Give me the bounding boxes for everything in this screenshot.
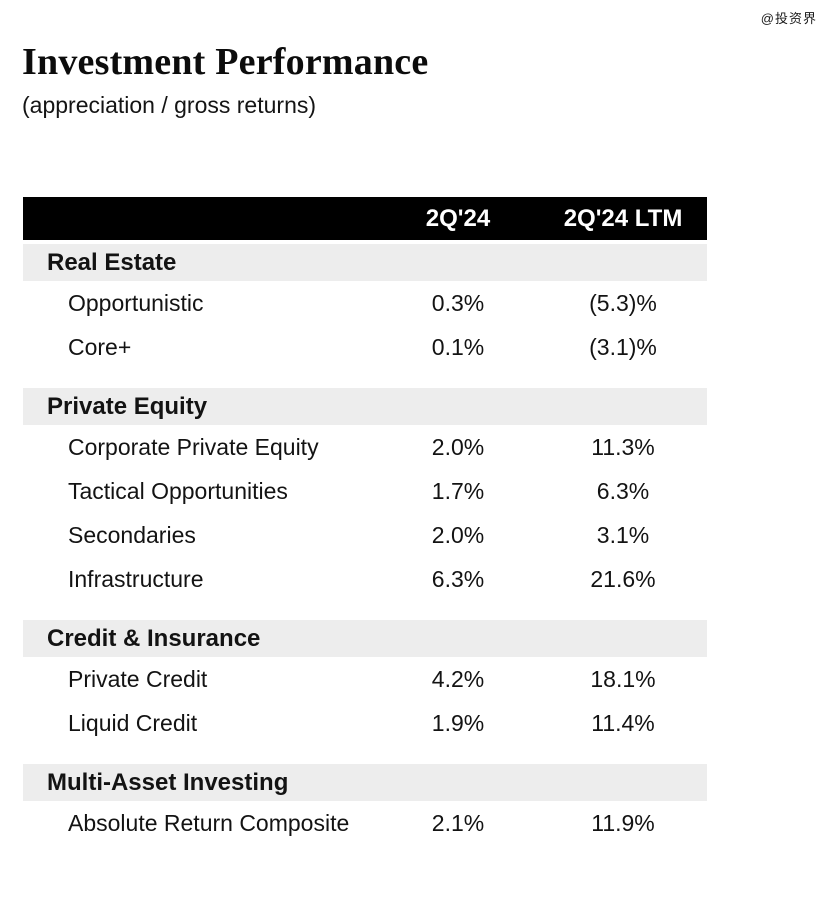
- section-header-real-estate: Real Estate: [23, 244, 707, 281]
- column-header-2q24-ltm: 2Q'24 LTM: [563, 204, 683, 232]
- table-row-secondaries: Secondaries 2.0% 3.1%: [23, 513, 707, 557]
- row-value-ltm: 11.9%: [591, 809, 655, 836]
- section-header-private-equity: Private Equity: [23, 388, 707, 425]
- table-row-corporate-private-equity: Corporate Private Equity 2.0% 11.3%: [23, 425, 707, 469]
- row-label: Corporate Private Equity: [68, 433, 319, 460]
- row-value-ltm: (3.1)%: [589, 333, 657, 360]
- watermark: @投资界: [760, 11, 817, 26]
- row-label: Infrastructure: [68, 565, 204, 592]
- section-label: Real Estate: [47, 248, 177, 276]
- page-title: Investment Performance: [22, 41, 429, 83]
- section-header-credit-insurance: Credit & Insurance: [23, 620, 707, 657]
- table-row-tactical-opportunities: Tactical Opportunities 1.7% 6.3%: [23, 469, 707, 513]
- row-value-ltm: 3.1%: [596, 521, 650, 548]
- row-value-2q24: 0.3%: [431, 289, 485, 316]
- table-row-private-credit: Private Credit 4.2% 18.1%: [23, 657, 707, 701]
- row-value-ltm: 11.4%: [591, 709, 655, 736]
- page-subtitle: (appreciation / gross returns): [22, 92, 317, 118]
- table-row-opportunistic: Opportunistic 0.3% (5.3)%: [23, 281, 707, 325]
- row-value-ltm: 11.3%: [591, 433, 655, 460]
- row-value-ltm: 6.3%: [596, 477, 650, 504]
- row-label: Liquid Credit: [68, 709, 198, 736]
- row-value-2q24: 1.9%: [431, 709, 485, 736]
- row-value-2q24: 2.1%: [431, 809, 485, 836]
- section-header-multi-asset-investing: Multi-Asset Investing: [23, 764, 707, 801]
- section-label: Credit & Insurance: [47, 624, 261, 652]
- row-label: Absolute Return Composite: [68, 809, 350, 836]
- row-value-2q24: 2.0%: [431, 433, 485, 460]
- row-value-ltm: 18.1%: [590, 665, 656, 692]
- row-value-2q24: 2.0%: [431, 521, 485, 548]
- row-value-2q24: 1.7%: [431, 477, 485, 504]
- table-row-absolute-return-composite: Absolute Return Composite 2.1% 11.9%: [23, 801, 707, 845]
- table-row-infrastructure: Infrastructure 6.3% 21.6%: [23, 557, 707, 601]
- table-row-liquid-credit: Liquid Credit 1.9% 11.4%: [23, 701, 707, 745]
- section-label: Private Equity: [47, 392, 208, 420]
- table-header-row: 2Q'24 2Q'24 LTM: [23, 197, 707, 240]
- row-label: Secondaries: [68, 521, 196, 548]
- row-value-ltm: (5.3)%: [589, 289, 657, 316]
- row-value-ltm: 21.6%: [590, 565, 656, 592]
- column-header-2q24: 2Q'24: [425, 204, 491, 232]
- row-label: Core+: [68, 333, 132, 360]
- section-label: Multi-Asset Investing: [47, 768, 289, 796]
- row-label: Opportunistic: [68, 289, 204, 316]
- row-value-2q24: 6.3%: [431, 565, 485, 592]
- row-label: Private Credit: [68, 665, 208, 692]
- row-value-2q24: 4.2%: [431, 665, 485, 692]
- performance-table: 2Q'24 2Q'24 LTM Real Estate Opportunisti…: [23, 197, 707, 845]
- row-label: Tactical Opportunities: [68, 477, 288, 504]
- row-value-2q24: 0.1%: [431, 333, 485, 360]
- table-row-core-plus: Core+ 0.1% (3.1)%: [23, 325, 707, 369]
